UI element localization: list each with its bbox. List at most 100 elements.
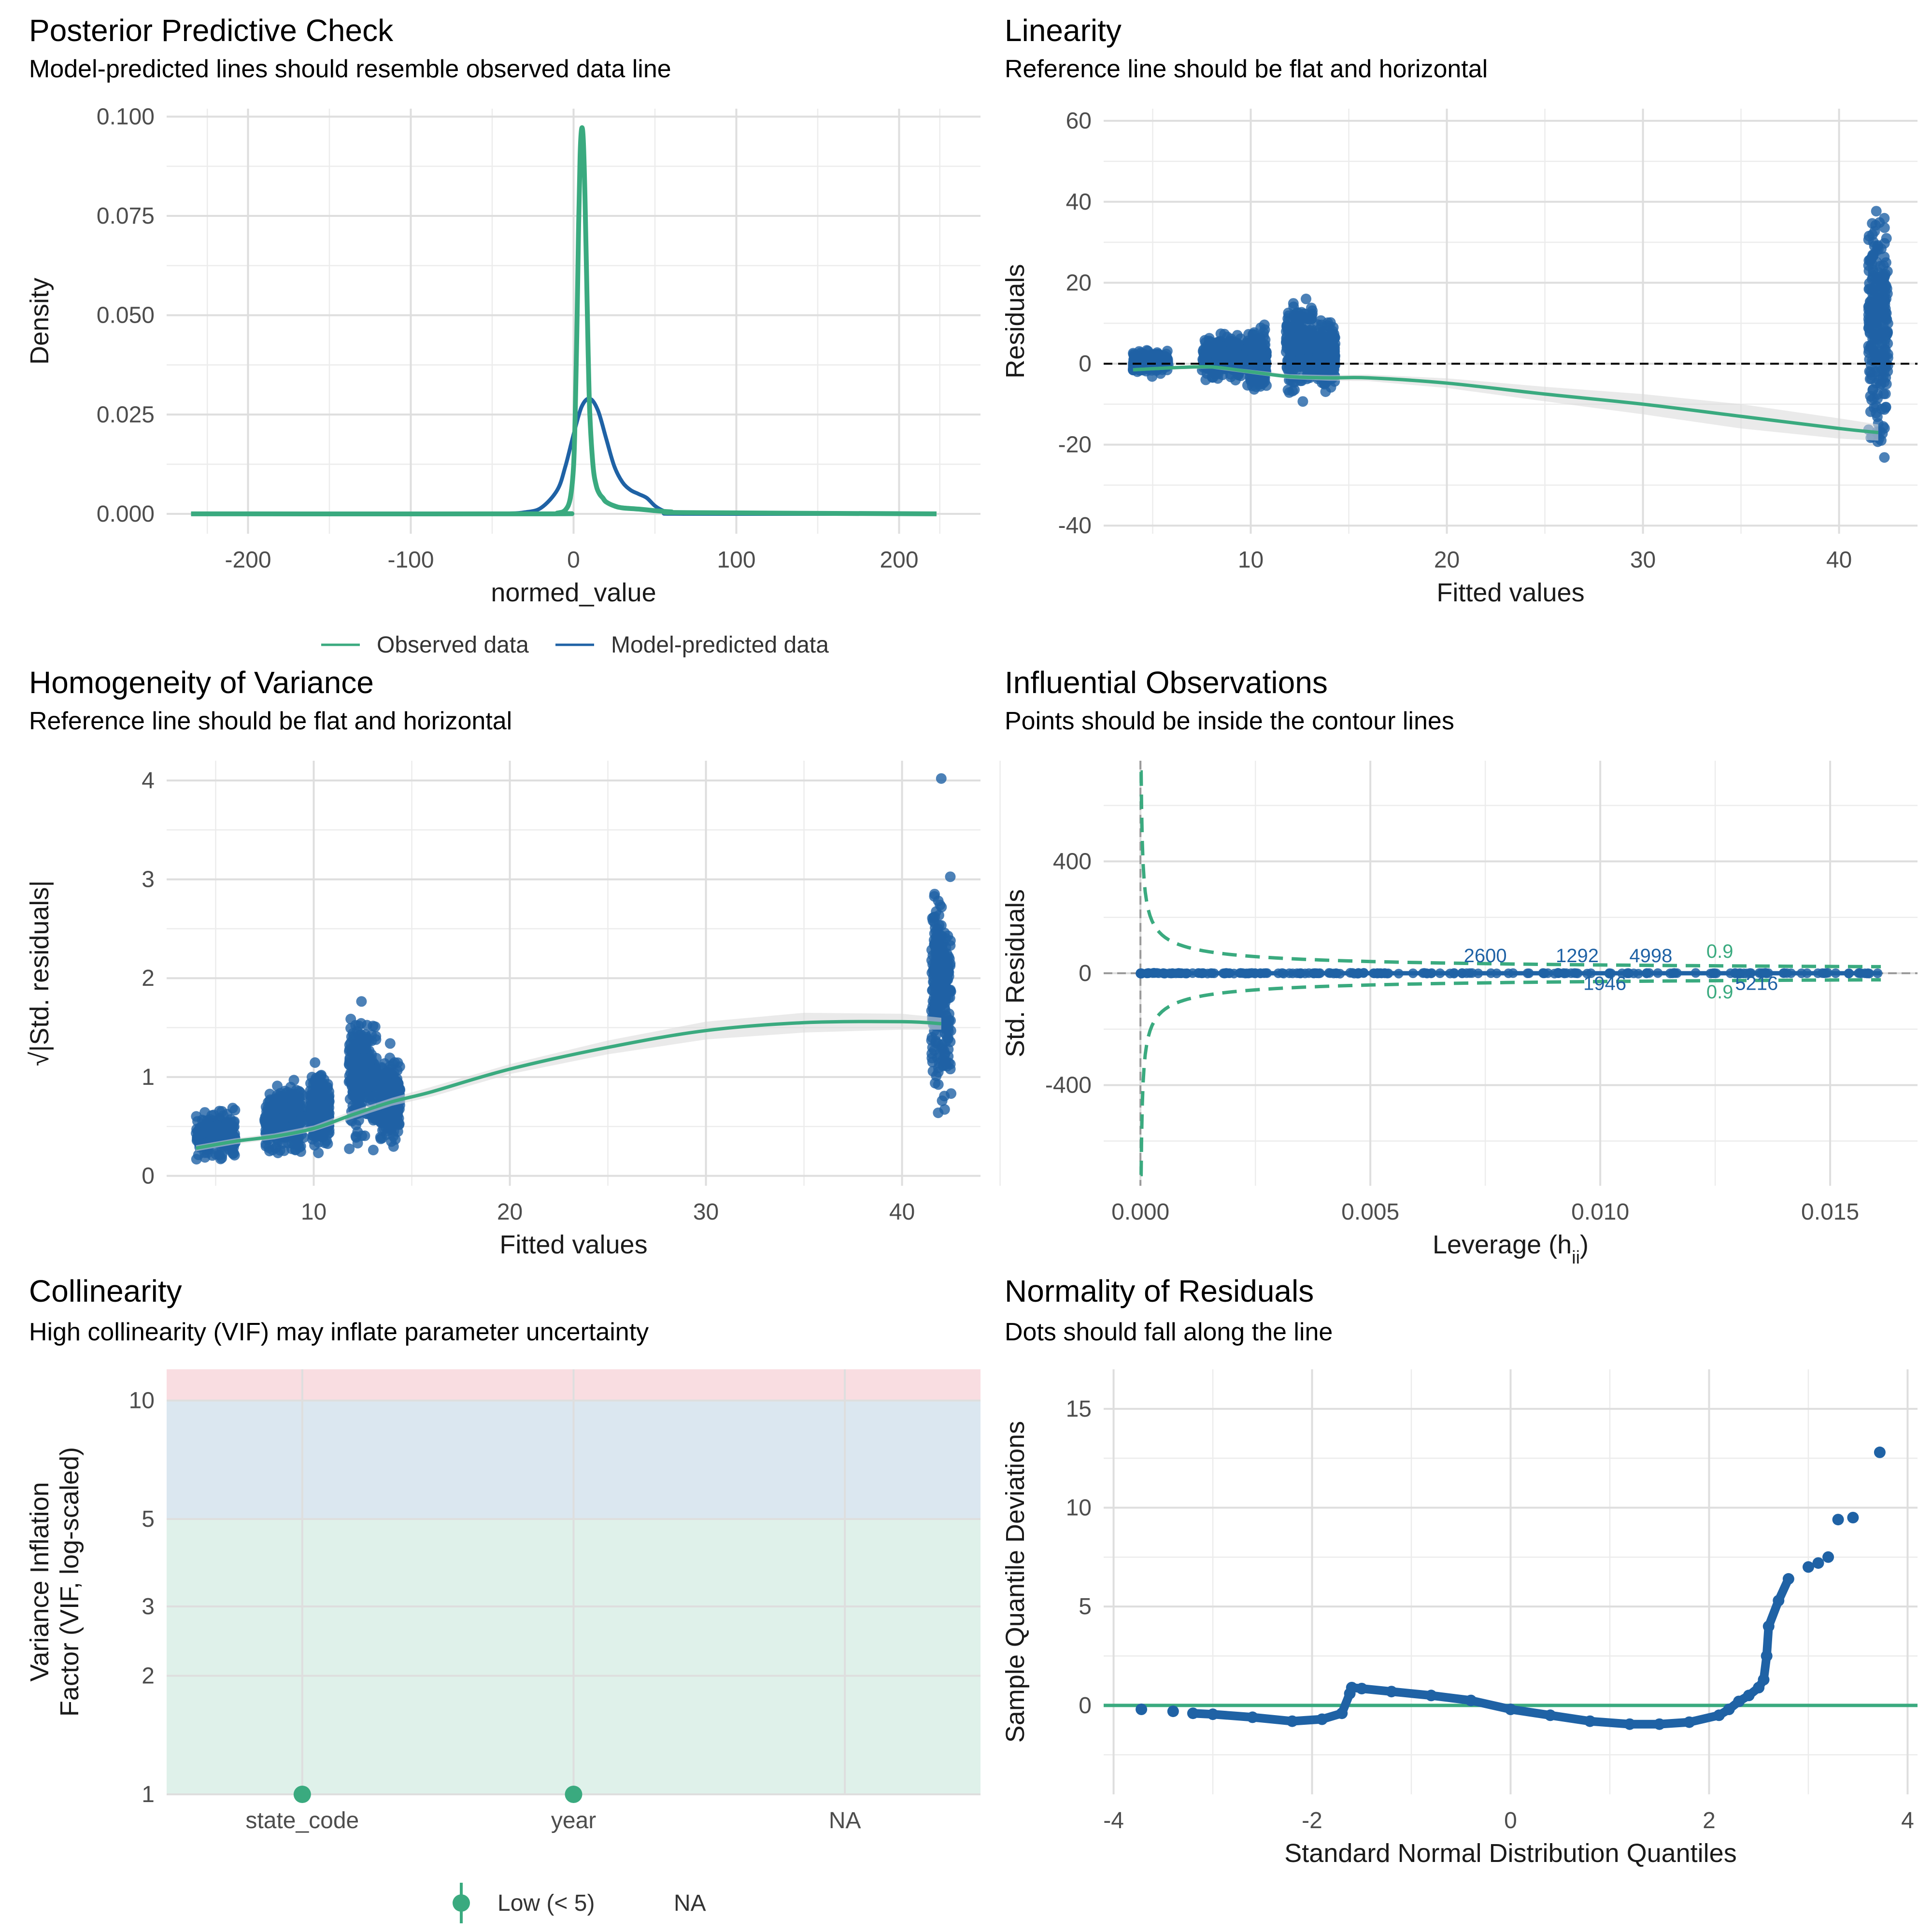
data-point	[1874, 301, 1885, 312]
data-point	[356, 996, 367, 1007]
data-point	[1326, 328, 1337, 340]
panel-subtitle: Reference line should be flat and horizo…	[29, 707, 512, 735]
y-axis-label: √|Std. residuals|	[25, 881, 54, 1066]
y-tick-label: 20	[1066, 270, 1092, 296]
data-point	[1243, 355, 1254, 367]
data-point	[937, 1095, 948, 1106]
vif-point	[293, 1786, 311, 1803]
qq-point	[1346, 1682, 1358, 1693]
series-line-blue	[191, 397, 937, 516]
data-point	[311, 1075, 322, 1086]
x-tick-label: 20	[1434, 547, 1460, 573]
y-tick-label: 0.050	[97, 303, 155, 328]
y-tick-label: 5	[1079, 1594, 1092, 1619]
data-point	[310, 1057, 321, 1068]
data-point	[1879, 251, 1890, 262]
data-point	[272, 1080, 283, 1092]
data-point	[930, 1002, 941, 1013]
x-tick-label: 40	[889, 1199, 915, 1225]
y-tick-label: 3	[142, 1594, 155, 1619]
qq-point	[1425, 1690, 1437, 1702]
observation-label: 1946	[1583, 973, 1626, 994]
qq-point	[1782, 1573, 1794, 1585]
y-tick-label: 0	[142, 1164, 155, 1189]
data-point	[354, 1087, 365, 1098]
x-tick-label: 40	[1826, 547, 1852, 573]
panel-subtitle: Dots should fall along the line	[1005, 1318, 1333, 1346]
data-point	[1301, 344, 1312, 355]
data-point	[1313, 349, 1324, 360]
y-axis-label: Sample Quantile Deviations	[1001, 1421, 1030, 1743]
vif-point	[565, 1786, 582, 1803]
data-point	[392, 1065, 403, 1076]
y-axis-label: Residuals	[1001, 264, 1030, 378]
qq-point	[1505, 1704, 1517, 1715]
qq-point	[1167, 1705, 1179, 1718]
x-tick-label: 0.010	[1571, 1199, 1629, 1225]
data-point	[344, 1070, 355, 1081]
data-point	[379, 1058, 390, 1069]
qq-point	[1683, 1716, 1695, 1728]
qq-point	[1584, 1715, 1596, 1727]
data-point	[192, 1116, 203, 1127]
data-point	[1864, 327, 1875, 339]
data-point	[1871, 206, 1882, 217]
x-tick-label: 30	[693, 1199, 719, 1225]
qq-point	[1187, 1707, 1199, 1719]
x-tick-label: 200	[880, 547, 918, 573]
qq-point	[1286, 1715, 1298, 1727]
y-tick-label: 0.000	[97, 501, 155, 527]
qq-point	[1733, 1695, 1745, 1707]
x-tick-label: 0	[1504, 1808, 1517, 1833]
data-point	[1253, 349, 1264, 360]
panel-subtitle: High collinearity (VIF) may inflate para…	[29, 1318, 649, 1346]
panel-homogeneity: Homogeneity of Variance Reference line sh…	[25, 665, 1001, 1259]
data-point	[214, 1150, 225, 1161]
y-tick-label: 15	[1066, 1396, 1092, 1422]
x-axis-label: normed_value	[491, 578, 656, 607]
data-point	[927, 913, 938, 923]
data-point	[270, 1103, 281, 1114]
data-point	[360, 1081, 371, 1092]
y-tick-label: 0	[1079, 961, 1092, 986]
y-tick-label: -20	[1058, 432, 1092, 458]
data-point	[274, 1145, 285, 1156]
data-point	[363, 1058, 374, 1069]
data-point	[1284, 347, 1295, 357]
y-tick-label: -400	[1045, 1073, 1092, 1098]
panel-linearity: Linearity Reference line should be flat a…	[1001, 13, 1918, 607]
data-point	[384, 1108, 395, 1120]
panel-influential-observations: Influential Observations Points should be…	[1001, 665, 1918, 1268]
panel-title: Influential Observations	[1005, 665, 1328, 700]
qq-point	[1758, 1674, 1770, 1686]
x-axis-label: Leverage (hii)	[1433, 1230, 1589, 1268]
data-point	[297, 1100, 308, 1111]
data-point	[1293, 338, 1304, 349]
y-tick-label: 5	[142, 1506, 155, 1532]
observation-label: 2600	[1464, 945, 1507, 966]
data-point	[1288, 298, 1299, 309]
data-point	[939, 954, 950, 965]
y-tick-label: 0	[1079, 351, 1092, 377]
data-point	[384, 1038, 396, 1049]
contour-label: 0.9	[1706, 981, 1733, 1003]
y-tick-label: 0.025	[97, 402, 155, 427]
qq-point	[1336, 1707, 1348, 1719]
x-tick-label: 0.000	[1111, 1199, 1169, 1225]
data-point	[945, 871, 956, 882]
data-point	[358, 1043, 369, 1054]
data-point	[352, 1077, 363, 1088]
data-point	[939, 1104, 950, 1115]
x-tick-label: 100	[717, 547, 755, 573]
data-point	[294, 1086, 305, 1097]
data-point	[1866, 304, 1877, 315]
data-point	[1242, 380, 1253, 391]
smooth-line	[1133, 365, 1879, 434]
data-point	[1259, 319, 1270, 330]
panel-title: Posterior Predictive Check	[29, 13, 394, 48]
data-point	[344, 1039, 355, 1051]
data-point	[1297, 396, 1308, 407]
data-point	[199, 1107, 211, 1118]
x-tick-label: 30	[1630, 547, 1656, 573]
